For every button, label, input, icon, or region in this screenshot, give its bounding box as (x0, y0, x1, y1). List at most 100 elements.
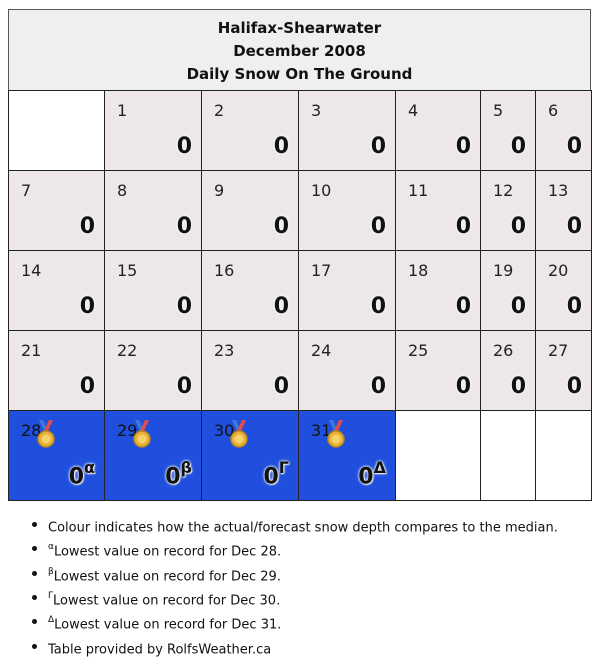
day-cell: 16 0 (201, 250, 299, 331)
medal-icon (33, 419, 59, 449)
snow-depth-value: 0 (273, 374, 289, 399)
day-number: 28 (21, 421, 42, 440)
snow-depth-value: 0 (273, 294, 289, 319)
snow-depth-value: 0 (176, 214, 192, 239)
day-cell: 26 0 (480, 330, 536, 411)
day-number: 9 (214, 181, 225, 200)
day-number: 2 (214, 101, 225, 120)
month-title: December 2008 (233, 42, 366, 60)
snow-depth-value: 0 (79, 294, 95, 319)
record-marker: α (84, 457, 95, 477)
day-number: 20 (548, 261, 569, 280)
medal-icon (226, 419, 252, 449)
day-number: 23 (214, 341, 235, 360)
snow-depth-value: 0Δ (358, 457, 386, 489)
snow-depth-value: 0 (370, 214, 386, 239)
snow-depth-value: 0 (510, 374, 526, 399)
day-cell: 19 0 (480, 250, 536, 331)
day-cell: 17 0 (298, 250, 396, 331)
snow-depth-value: 0 (273, 134, 289, 159)
day-cell: 30 0Γ (201, 410, 299, 501)
empty-day-cell (535, 410, 592, 501)
snow-depth-value: 0 (370, 134, 386, 159)
day-number: 26 (493, 341, 514, 360)
empty-day-cell (8, 90, 105, 171)
day-cell: 20 0 (535, 250, 592, 331)
day-cell: 23 0 (201, 330, 299, 411)
note-dec-31: ΔLowest value on record for Dec 31. (30, 611, 558, 635)
record-marker: Γ (278, 457, 289, 477)
note-colour: Colour indicates how the actual/forecast… (30, 514, 558, 538)
medal-icon (323, 419, 349, 449)
snow-depth-value: 0Γ (263, 457, 289, 489)
snow-depth-value: 0 (455, 294, 471, 319)
day-cell: 11 0 (395, 170, 481, 251)
snow-depth-value: 0 (370, 294, 386, 319)
day-number: 15 (117, 261, 138, 280)
day-number: 3 (311, 101, 322, 120)
day-number: 18 (408, 261, 429, 280)
station-title: Halifax-Shearwater (217, 19, 382, 37)
empty-day-cell (480, 410, 536, 501)
day-number: 4 (408, 101, 419, 120)
day-number: 27 (548, 341, 569, 360)
day-number: 12 (493, 181, 514, 200)
snow-depth-value: 0 (566, 374, 582, 399)
day-cell: 10 0 (298, 170, 396, 251)
note-dec-28: αLowest value on record for Dec 28. (30, 538, 558, 562)
day-number: 22 (117, 341, 138, 360)
day-number: 17 (311, 261, 332, 280)
day-number: 14 (21, 261, 42, 280)
empty-day-cell (395, 410, 481, 501)
day-cell: 21 0 (8, 330, 105, 411)
day-cell: 13 0 (535, 170, 592, 251)
day-cell: 22 0 (104, 330, 202, 411)
day-number: 24 (311, 341, 332, 360)
medal-icon (129, 419, 155, 449)
day-cell: 18 0 (395, 250, 481, 331)
day-cell: 28 0α (8, 410, 105, 501)
snow-depth-value: 0 (176, 374, 192, 399)
day-cell: 12 0 (480, 170, 536, 251)
snow-depth-value: 0 (79, 374, 95, 399)
snow-depth-value: 0 (566, 214, 582, 239)
day-number: 7 (21, 181, 32, 200)
day-number: 31 (311, 421, 332, 440)
day-cell: 31 0Δ (298, 410, 396, 501)
day-number: 30 (214, 421, 235, 440)
day-number: 19 (493, 261, 514, 280)
snow-depth-value: 0 (510, 294, 526, 319)
snow-depth-value: 0 (79, 214, 95, 239)
snow-depth-value: 0 (566, 134, 582, 159)
snow-depth-value: 0 (273, 214, 289, 239)
metric-title: Daily Snow On The Ground (186, 65, 413, 83)
day-number: 5 (493, 101, 504, 120)
snow-depth-value: 0α (68, 457, 95, 489)
note-dec-30: ΓLowest value on record for Dec 30. (30, 587, 558, 611)
day-number: 13 (548, 181, 569, 200)
snow-depth-value: 0β (165, 457, 192, 489)
snow-depth-value: 0 (566, 294, 582, 319)
record-marker: Δ (373, 457, 386, 477)
record-marker: β (180, 457, 192, 477)
day-cell: 14 0 (8, 250, 105, 331)
day-cell: 15 0 (104, 250, 202, 331)
snow-depth-value: 0 (370, 374, 386, 399)
day-number: 8 (117, 181, 128, 200)
snow-depth-value: 0 (176, 134, 192, 159)
day-cell: 27 0 (535, 330, 592, 411)
snow-depth-value: 0 (455, 134, 471, 159)
day-number: 1 (117, 101, 128, 120)
day-number: 21 (21, 341, 42, 360)
snow-depth-value: 0 (455, 214, 471, 239)
snow-depth-value: 0 (176, 294, 192, 319)
snow-depth-value: 0 (510, 214, 526, 239)
day-number: 6 (548, 101, 559, 120)
